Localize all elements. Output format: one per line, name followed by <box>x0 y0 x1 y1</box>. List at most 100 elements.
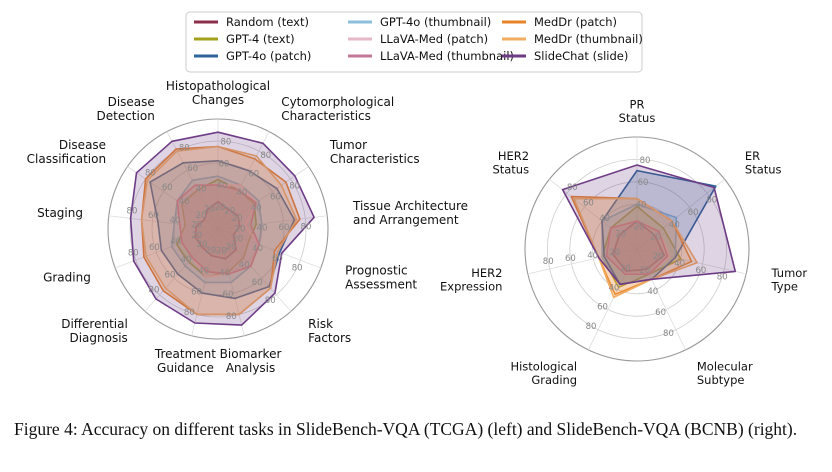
tcga-spoke-1 <box>217 131 270 230</box>
legend-label-slidechat-slide: SlideChat (slide) <box>534 49 628 63</box>
tcga-series-gpt-4o-patch <box>149 160 296 300</box>
tcga-axis-label-disease-classification: Disease Classification <box>27 138 106 166</box>
tcga-tick-label: 40 <box>179 197 190 207</box>
tcga-axis-label-treatment-guidance: Treatment Guidance <box>154 347 216 375</box>
tcga-tick-label: 80 <box>145 169 156 179</box>
tcga-tick-label: 60 <box>252 278 263 288</box>
tcga-series-llava-med-thumbnail <box>176 184 260 275</box>
tcga-tick-label: 80 <box>260 151 271 161</box>
bcnb-axis-label-tumor-type: Tumor Type <box>771 266 808 294</box>
bcnb-tick-label: 40 <box>609 283 620 293</box>
tcga-series-random-text <box>194 200 241 260</box>
bcnb-tick-label: 20 <box>650 233 661 243</box>
bcnb-series-slidechat-slide <box>561 164 737 286</box>
tcga-axis-label-tissue-architecture-and-arrangement: Tissue Architecture and Arrangement <box>352 199 468 227</box>
tcga-tick-label: 80 <box>179 144 190 154</box>
bcnb-series-llava-med-thumbnail <box>605 220 669 276</box>
tcga-spoke-3 <box>217 215 328 230</box>
tcga-spoke-10 <box>108 215 219 230</box>
legend: Random (text) GPT-4o (thumbnail) MedDr (pa… <box>185 11 643 73</box>
bcnb-tick-label: 60 <box>688 208 699 218</box>
tcga-tick-label: 80 <box>301 222 312 232</box>
bcnb-tick-label: 80 <box>567 183 578 193</box>
bcnb-series-meddr-thumbnail <box>573 197 698 299</box>
tcga-series-meddr-thumbnail <box>140 145 298 316</box>
tcga-tick-label: 60 <box>219 159 230 169</box>
tcga-spoke-5 <box>217 228 292 312</box>
legend-label-random-text: Random (text) <box>226 15 309 29</box>
tcga-tick-label: 20 <box>191 231 202 241</box>
tcga-tick-label: 20 <box>204 205 215 215</box>
bcnb-tick-label: 40 <box>674 259 685 269</box>
legend-label-gpt-4o-thumbnail: GPT-4o (thumbnail) <box>380 15 491 29</box>
tcga-axis-label-disease-detection: Disease Detection <box>97 95 155 123</box>
tcga-axis-label-differential-diagnosis: Differential Diagnosis <box>61 317 128 345</box>
tcga-axis-label-staging: Staging <box>37 206 83 220</box>
bcnb-axis-label-histological-grading: Histological Grading <box>510 360 577 388</box>
bcnb-tick-label: 80 <box>543 257 554 267</box>
tcga-tick-label: 80 <box>265 296 276 306</box>
tcga-series-slidechat-slide <box>129 131 315 326</box>
bcnb-tick-label: 80 <box>663 329 674 339</box>
tcga-axis-label-risk-factors: Risk Factors <box>308 317 351 345</box>
tcga-tick-label: 60 <box>270 193 281 203</box>
legend-label-gpt-4-text: GPT-4 (text) <box>226 32 295 46</box>
legend-label-llava-med-thumbnail: LLaVA-Med (thumbnail) <box>380 49 514 63</box>
tcga-tick-label: 20 <box>235 224 246 234</box>
bcnb-tick-label: 80 <box>586 322 597 332</box>
tcga-tick-label: 20 <box>191 220 202 230</box>
tcga-tick-label: 80 <box>226 312 237 322</box>
bcnb-tick-label: 20 <box>639 266 650 276</box>
tcga-tick-label: 20 <box>197 240 208 250</box>
tcga-tick-label: 40 <box>252 244 263 254</box>
tcga-tick-label: 60 <box>187 164 198 174</box>
tcga-tick-label: 60 <box>223 290 234 300</box>
tcga-tick-label: 80 <box>149 285 160 295</box>
bcnb-tick-label: 20 <box>653 252 664 262</box>
tcga-tick-label: 40 <box>181 255 192 265</box>
tcga-tick-label: 80 <box>184 308 195 318</box>
tcga-tick-label: 20 <box>232 235 243 245</box>
bcnb-axis-label-her2-expression: HER2 Expression <box>440 266 502 294</box>
legend-label-gpt-4o-patch: GPT-4o (patch) <box>226 49 311 63</box>
tcga-tick-label: 80 <box>289 182 300 192</box>
tcga-tick-label: 20 <box>225 207 236 217</box>
bcnb-tick-label: 80 <box>706 196 717 206</box>
bcnb-spoke-5 <box>527 248 638 275</box>
tcga-tick-label: 40 <box>219 268 230 278</box>
tcga-tick-label: 40 <box>251 203 262 213</box>
tcga-spoke-8 <box>144 228 219 312</box>
tcga-tick-label: 60 <box>162 183 173 193</box>
tcga-tick-label: 40 <box>217 181 228 191</box>
tcga-tick-label: 40 <box>239 260 250 270</box>
tcga-tick-label: 40 <box>257 224 268 234</box>
bcnb-tick-label: 80 <box>640 156 651 166</box>
tcga-axis-label-grading: Grading <box>43 270 91 284</box>
tcga-spoke-2 <box>217 166 309 230</box>
tcga-tick-label: 20 <box>232 214 243 224</box>
bcnb-tick-label: 60 <box>565 254 576 264</box>
bcnb-tick-label: 60 <box>655 308 666 318</box>
tcga-spoke-4 <box>217 228 321 269</box>
bcnb-tick-label: 40 <box>647 287 658 297</box>
tcga-tick-label: 60 <box>165 270 176 280</box>
tcga-axis-label-prognostic-assessment: Prognostic Assessment <box>345 263 417 291</box>
legend-label-meddr-thumbnail: MedDr (thumbnail) <box>534 32 643 46</box>
bcnb-tick-label: 60 <box>695 266 706 276</box>
tcga-tick-label: 60 <box>149 243 160 253</box>
bcnb-axis-label-her2-status: HER2 Status <box>492 149 529 177</box>
bcnb-axis-label-molecular-subtype: Molecular Subtype <box>697 360 753 388</box>
tcga-tick-label: 80 <box>127 207 138 217</box>
bcnb-tick-label: 20 <box>620 264 631 274</box>
tcga-tick-label: 60 <box>148 211 159 221</box>
tcga-tick-label: 60 <box>248 170 259 180</box>
bcnb-tick-label: 40 <box>636 200 647 210</box>
tcga-tick-label: 40 <box>196 184 207 194</box>
figure-caption: Figure 4: Accuracy on different tasks in… <box>14 419 798 439</box>
radar-chart-bcnb: 2040608020406080204060802040608020406080… <box>440 97 807 387</box>
tcga-axis-label-tumor-characteristics: Tumor Characteristics <box>329 138 420 166</box>
tcga-tick-label: 60 <box>191 287 202 297</box>
tcga-tick-label: 40 <box>236 188 247 198</box>
